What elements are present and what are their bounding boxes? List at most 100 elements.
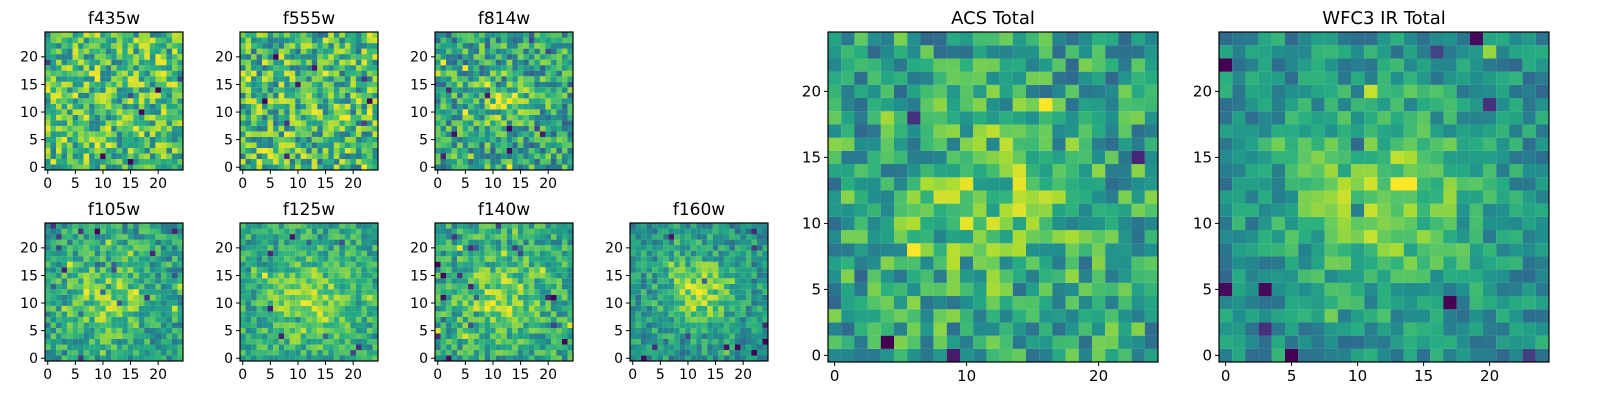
heatmap-cell	[100, 311, 106, 317]
heatmap-cell	[61, 37, 68, 44]
heatmap-cell	[83, 43, 90, 49]
heatmap-cell	[512, 37, 518, 44]
heatmap-cell	[528, 311, 535, 317]
heatmap-cell	[729, 327, 735, 334]
heatmap-cell	[451, 103, 458, 110]
heatmap-cell	[111, 261, 117, 268]
heatmap-cell	[440, 158, 447, 165]
heatmap-cell	[78, 338, 84, 345]
heatmap-cell	[1105, 348, 1119, 363]
heatmap-cell	[361, 278, 368, 284]
heatmap-cell	[451, 261, 458, 268]
heatmap-cell	[284, 311, 290, 317]
heatmap-cell	[550, 327, 557, 334]
heatmap-cell	[45, 48, 51, 55]
heatmap-cell	[339, 228, 345, 235]
heatmap-cell	[756, 311, 763, 317]
heatmap-cell	[435, 98, 441, 104]
heatmap-cell	[89, 272, 95, 279]
heatmap-cell	[67, 322, 73, 328]
heatmap-cell	[160, 245, 167, 251]
heatmap-cell	[641, 316, 647, 323]
heatmap-cell	[828, 282, 842, 297]
heatmap-cell	[446, 300, 452, 306]
heatmap-cell	[756, 316, 763, 323]
heatmap-cell	[440, 109, 447, 115]
heatmap-cell	[440, 300, 447, 306]
heatmap-cell	[322, 267, 329, 273]
heatmap-cell	[528, 327, 535, 334]
heatmap-cell	[339, 48, 345, 55]
heatmap-cell	[440, 239, 447, 246]
heatmap-cell	[149, 322, 156, 328]
heatmap-cell	[506, 311, 513, 317]
heatmap-cell	[729, 223, 735, 229]
heatmap-cell	[920, 216, 934, 231]
heatmap-cell	[83, 37, 90, 44]
heatmap-cell	[745, 311, 752, 317]
heatmap-cell	[696, 223, 702, 229]
heatmap-cell	[67, 283, 73, 290]
heatmap-cell	[867, 335, 881, 349]
heatmap-cell	[300, 245, 307, 251]
heatmap-cell	[273, 327, 279, 334]
heatmap-cell	[435, 120, 441, 126]
heatmap-cell	[149, 92, 156, 99]
heatmap-cell	[534, 245, 540, 251]
heatmap-cell	[339, 322, 345, 328]
heatmap-cell	[701, 223, 708, 229]
heatmap-cell	[1039, 190, 1053, 204]
heatmap-cell	[561, 305, 568, 312]
heatmap-cell	[306, 32, 312, 38]
heatmap-cell	[1131, 150, 1145, 165]
heatmap-cell	[973, 177, 987, 191]
heatmap-cell	[1144, 309, 1159, 323]
heatmap-cell	[61, 338, 68, 345]
heatmap-cell	[635, 338, 642, 345]
heatmap-cell	[1065, 203, 1079, 217]
heatmap-cell	[339, 267, 345, 273]
heatmap-cell	[561, 59, 568, 66]
heatmap-cell	[339, 338, 345, 345]
heatmap-cell	[160, 234, 167, 240]
heatmap-cell	[679, 278, 686, 284]
heatmap-cell	[133, 250, 139, 257]
heatmap-cell	[94, 32, 101, 38]
heatmap-cell	[122, 158, 128, 165]
heatmap-cell	[539, 278, 546, 284]
heatmap-cell	[355, 349, 362, 356]
heatmap-cell	[45, 81, 51, 88]
heatmap-cell	[72, 125, 79, 132]
heatmap-cell	[556, 147, 563, 154]
heatmap-cell	[696, 333, 702, 339]
heatmap-cell	[657, 283, 664, 290]
heatmap-cell	[635, 239, 642, 246]
heatmap-cell	[278, 43, 285, 49]
heatmap-cell	[166, 234, 173, 240]
heatmap-cell	[473, 245, 480, 251]
heatmap-cell	[306, 234, 312, 240]
heatmap-cell	[446, 239, 452, 246]
heatmap-cell	[50, 43, 57, 49]
heatmap-cell	[1065, 256, 1079, 270]
heatmap-cell	[894, 348, 908, 363]
heatmap-cell	[339, 109, 345, 115]
heatmap-cell	[457, 43, 463, 49]
heatmap-cell	[933, 269, 947, 283]
heatmap-cell	[89, 261, 95, 268]
heatmap-cell	[344, 70, 351, 77]
heatmap-cell	[328, 125, 334, 132]
heatmap-cell	[707, 289, 713, 295]
heatmap-cell	[45, 355, 51, 362]
heatmap-cell	[105, 114, 112, 121]
heatmap-cell	[333, 109, 340, 115]
heatmap-cell	[506, 125, 513, 132]
heatmap-cell	[311, 59, 318, 66]
heatmap-cell	[372, 239, 379, 246]
heatmap-cell	[105, 98, 112, 104]
heatmap-cell	[440, 103, 447, 110]
heatmap-cell	[960, 164, 974, 178]
heatmap-cell	[295, 120, 301, 126]
heatmap-cell	[517, 54, 524, 60]
